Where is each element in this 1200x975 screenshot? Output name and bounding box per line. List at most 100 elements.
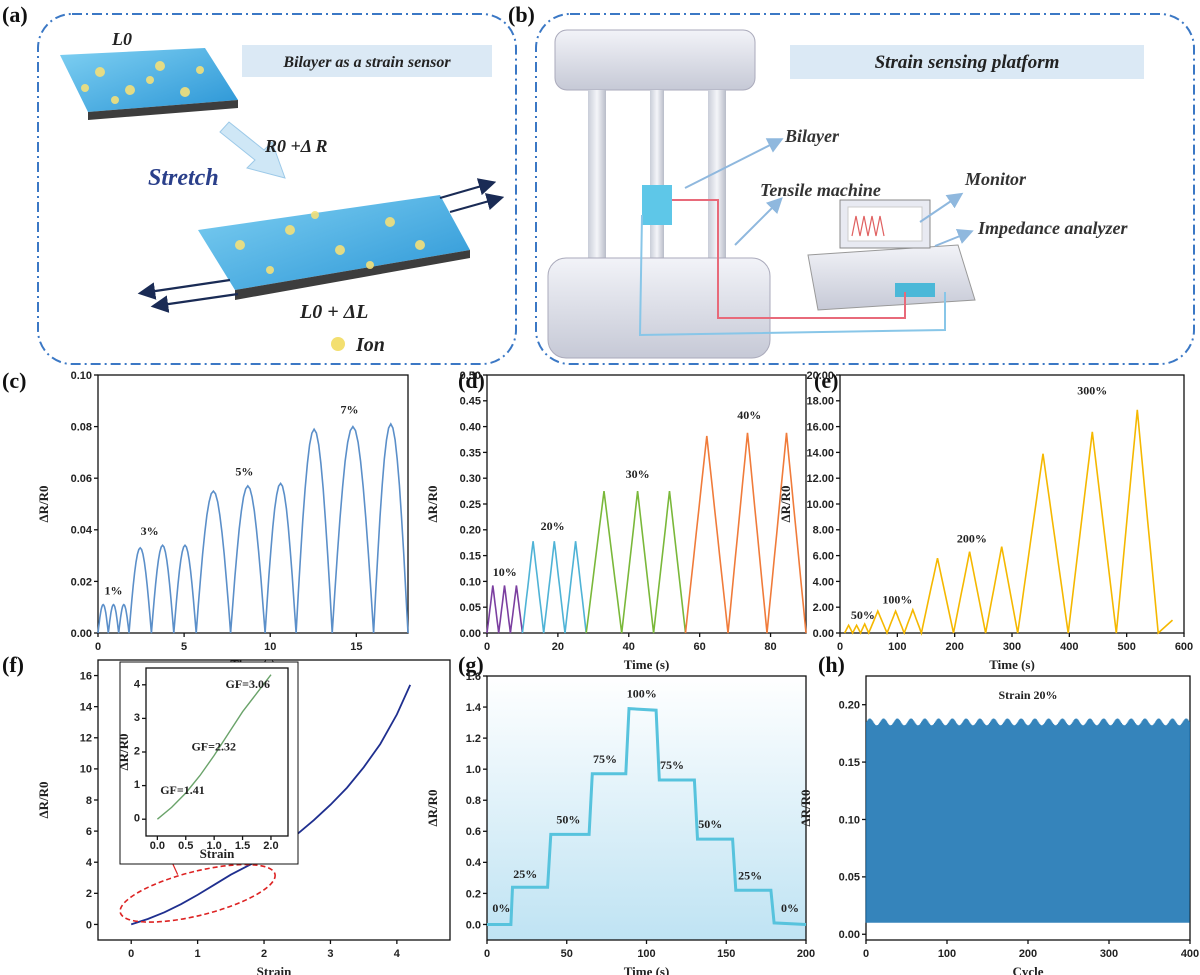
panel-a-letter: (a): [2, 2, 28, 27]
data-series: [865, 718, 1191, 923]
chart-e: (e) 0 100 200 300 400 500 600 0.00 2.00 4.00 6.00 8.…: [778, 368, 1193, 672]
x-tick-label: 10: [264, 641, 276, 653]
y-tick-label: 0.0: [466, 919, 481, 931]
r-label: R0 +Δ R: [264, 136, 328, 156]
y-tick-label: 8.00: [813, 525, 834, 537]
y-tick-label: 0: [86, 919, 92, 931]
data-series: [486, 585, 524, 634]
x-tick-label: 3: [327, 948, 333, 960]
y-tick-label: 0.35: [460, 447, 481, 459]
x-tick-label: 0: [484, 641, 490, 653]
x-tick-label: 5: [181, 641, 187, 653]
data-annotation: 10%: [493, 565, 517, 579]
x-tick-label: 100: [637, 948, 655, 960]
x-tick-label: 50: [561, 948, 573, 960]
x-tick-label: 4: [394, 948, 401, 960]
arrow-left-1: [137, 278, 231, 300]
y-tick-label: 0.20: [460, 525, 481, 537]
monitor-waveform: [851, 215, 885, 237]
panel-letter: (d): [458, 368, 485, 393]
impedance-label: Impedance analyzer: [977, 218, 1128, 238]
chart-d: (d) 0 20 40 60 80 0.00 0.05 0.10 0.15 0.20 0.25 0.30…: [425, 368, 807, 672]
y-tick-label: 0.04: [71, 525, 93, 537]
y-tick-label: 0.02: [71, 576, 92, 588]
y-tick-label: 0: [134, 813, 140, 825]
x-tick-label: 100: [888, 641, 906, 653]
inset-y-label: ΔR/R0: [116, 733, 131, 770]
ion-label: Ion: [355, 334, 385, 356]
data-annotation: 75%: [660, 758, 684, 772]
arrow-left-2: [150, 292, 239, 313]
y-axis-label: ΔR/R0: [425, 485, 440, 522]
data-annotation: 300%: [1077, 383, 1107, 397]
panel-letter: (f): [2, 652, 24, 677]
highlight-ellipse: [119, 863, 276, 923]
y-tick-label: 0.10: [460, 576, 481, 588]
panel-a-title: Bilayer as a strain sensor: [282, 54, 451, 71]
y-tick-label: 0.00: [460, 628, 481, 640]
y-tick-label: 14.00: [806, 447, 834, 459]
data-annotation: 0%: [492, 901, 510, 915]
y-axis-label: ΔR/R0: [778, 485, 793, 522]
y-tick-label: 6: [86, 826, 92, 838]
y-tick-label: 16.00: [806, 421, 834, 433]
callout-tensile: [734, 197, 783, 246]
y-tick-label: 0.00: [839, 929, 860, 941]
callout-bilayer: [684, 138, 784, 189]
y-tick-label: 0.10: [839, 814, 860, 826]
panel-letter: (c): [2, 368, 26, 393]
bilayer-label: Bilayer: [784, 126, 840, 146]
y-tick-label: 0.10: [71, 370, 92, 382]
x-tick-label: 1.0: [207, 840, 222, 852]
data-annotation: 20%: [541, 519, 565, 533]
y-tick-label: 0.50: [460, 370, 481, 382]
l0-label: L0: [111, 29, 132, 49]
x-tick-label: 200: [945, 641, 963, 653]
y-tick-label: 4: [86, 857, 93, 869]
x-tick-label: 400: [1060, 641, 1078, 653]
x-tick-label: 1.5: [235, 840, 250, 852]
chart-g: (g) 0 50 100 150 200 0.0 0.2 0.4 0.6 0.8 1.0 1.2 1.4 1…: [425, 652, 815, 975]
data-annotation: 40%: [737, 408, 761, 422]
x-tick-label: 200: [1019, 948, 1037, 960]
y-tick-label: 0.06: [71, 473, 92, 485]
x-tick-label: 1: [195, 948, 201, 960]
x-tick-label: 60: [694, 641, 706, 653]
data-annotation: 30%: [626, 467, 650, 481]
data-series: [521, 541, 587, 634]
y-tick-label: 0.4: [466, 857, 482, 869]
y-tick-label: 8: [86, 795, 92, 807]
monitor-display: [847, 206, 923, 242]
ion-dots-a2: [235, 211, 425, 274]
y-tick-label: 10: [80, 764, 92, 776]
y-axis-label: ΔR/R0: [36, 781, 51, 818]
plot-frame: [97, 374, 409, 634]
x-tick-label: 100: [938, 948, 956, 960]
x-tick-label: 0: [95, 641, 101, 653]
y-tick-label: 0.2: [466, 888, 481, 900]
y-tick-label: 10.00: [806, 499, 834, 511]
gel-stretched: [198, 195, 470, 290]
y-tick-label: 0.05: [460, 602, 481, 614]
stretch-label: Stretch: [148, 165, 219, 191]
y-tick-label: 0.08: [71, 421, 92, 433]
y-tick-label: 0.45: [460, 396, 481, 408]
stretch-arrow: [219, 121, 286, 179]
data-annotation: 50%: [556, 813, 580, 827]
y-tick-label: 1.2: [466, 733, 481, 745]
y-tick-label: 0.15: [460, 550, 481, 562]
gauge-factor-label: GF=1.41: [160, 783, 205, 797]
data-series: [97, 422, 409, 634]
callout-impedance: [934, 229, 974, 247]
x-axis-label: Strain: [257, 964, 292, 975]
x-tick-label: 40: [623, 641, 635, 653]
data-annotation: 3%: [141, 524, 159, 538]
machine-base: [547, 257, 771, 359]
y-axis-label: ΔR/R0: [425, 789, 440, 826]
data-series: [684, 432, 807, 634]
y-tick-label: 0.20: [839, 700, 860, 712]
machine-lower-spindle: [650, 225, 664, 265]
x-tick-label: 400: [1181, 948, 1199, 960]
y-tick-label: 0.40: [460, 421, 481, 433]
